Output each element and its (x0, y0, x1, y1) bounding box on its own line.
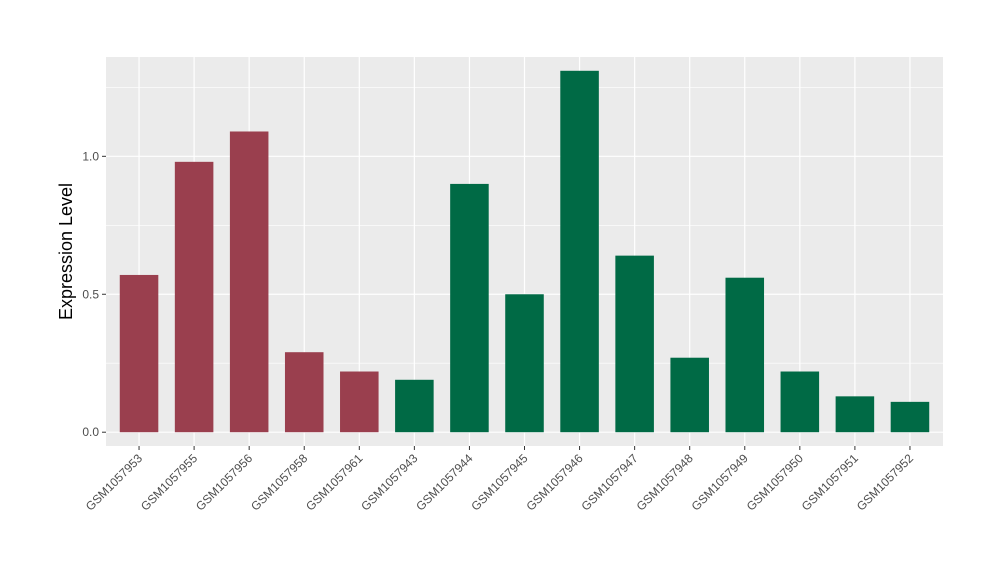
bar-GSM1057947 (615, 255, 654, 433)
x-axis-ticks: GSM1057953GSM1057955GSM1057956GSM1057958… (83, 446, 916, 513)
y-axis-ticks: 0.0 0.5 1.0 (82, 149, 106, 439)
x-tick-label: GSM1057951 (799, 451, 861, 513)
y-tick-label: 0.5 (82, 287, 99, 301)
bar-GSM1057956 (229, 131, 269, 433)
bar-GSM1057943 (395, 379, 434, 433)
bar-GSM1057950 (780, 371, 820, 433)
x-tick-label: GSM1057955 (138, 451, 200, 513)
y-tick-label: 1.0 (82, 149, 99, 163)
bars (119, 70, 930, 433)
x-tick-label: GSM1057947 (578, 451, 640, 513)
bar-GSM1057951 (835, 396, 875, 433)
x-tick-label: GSM1057952 (854, 451, 916, 513)
bar-GSM1057955 (174, 161, 214, 433)
bar-GSM1057961 (340, 371, 379, 433)
x-tick-label: GSM1057950 (744, 451, 806, 513)
x-tick-label: GSM1057948 (634, 451, 696, 513)
x-tick-label: GSM1057953 (83, 451, 145, 513)
x-tick-label: GSM1057961 (303, 451, 365, 513)
bar-GSM1057953 (119, 274, 159, 433)
y-tick-label: 0.0 (82, 425, 99, 439)
bar-GSM1057944 (450, 183, 489, 433)
x-tick-label: GSM1057943 (358, 451, 420, 513)
bar-GSM1057946 (560, 70, 599, 433)
bar-GSM1057948 (670, 357, 709, 433)
x-tick-label: GSM1057958 (248, 451, 310, 513)
bar-GSM1057945 (505, 294, 544, 433)
x-tick-label: GSM1057944 (413, 451, 475, 513)
x-tick-label: GSM1057949 (689, 451, 751, 513)
x-tick-label: GSM1057946 (523, 451, 585, 513)
y-axis-title: Expression Level (56, 183, 76, 320)
bar-GSM1057952 (890, 401, 930, 433)
x-tick-label: GSM1057956 (193, 451, 255, 513)
x-tick-label: GSM1057945 (468, 451, 530, 513)
bar-GSM1057949 (725, 277, 765, 433)
bar-GSM1057958 (284, 352, 324, 433)
